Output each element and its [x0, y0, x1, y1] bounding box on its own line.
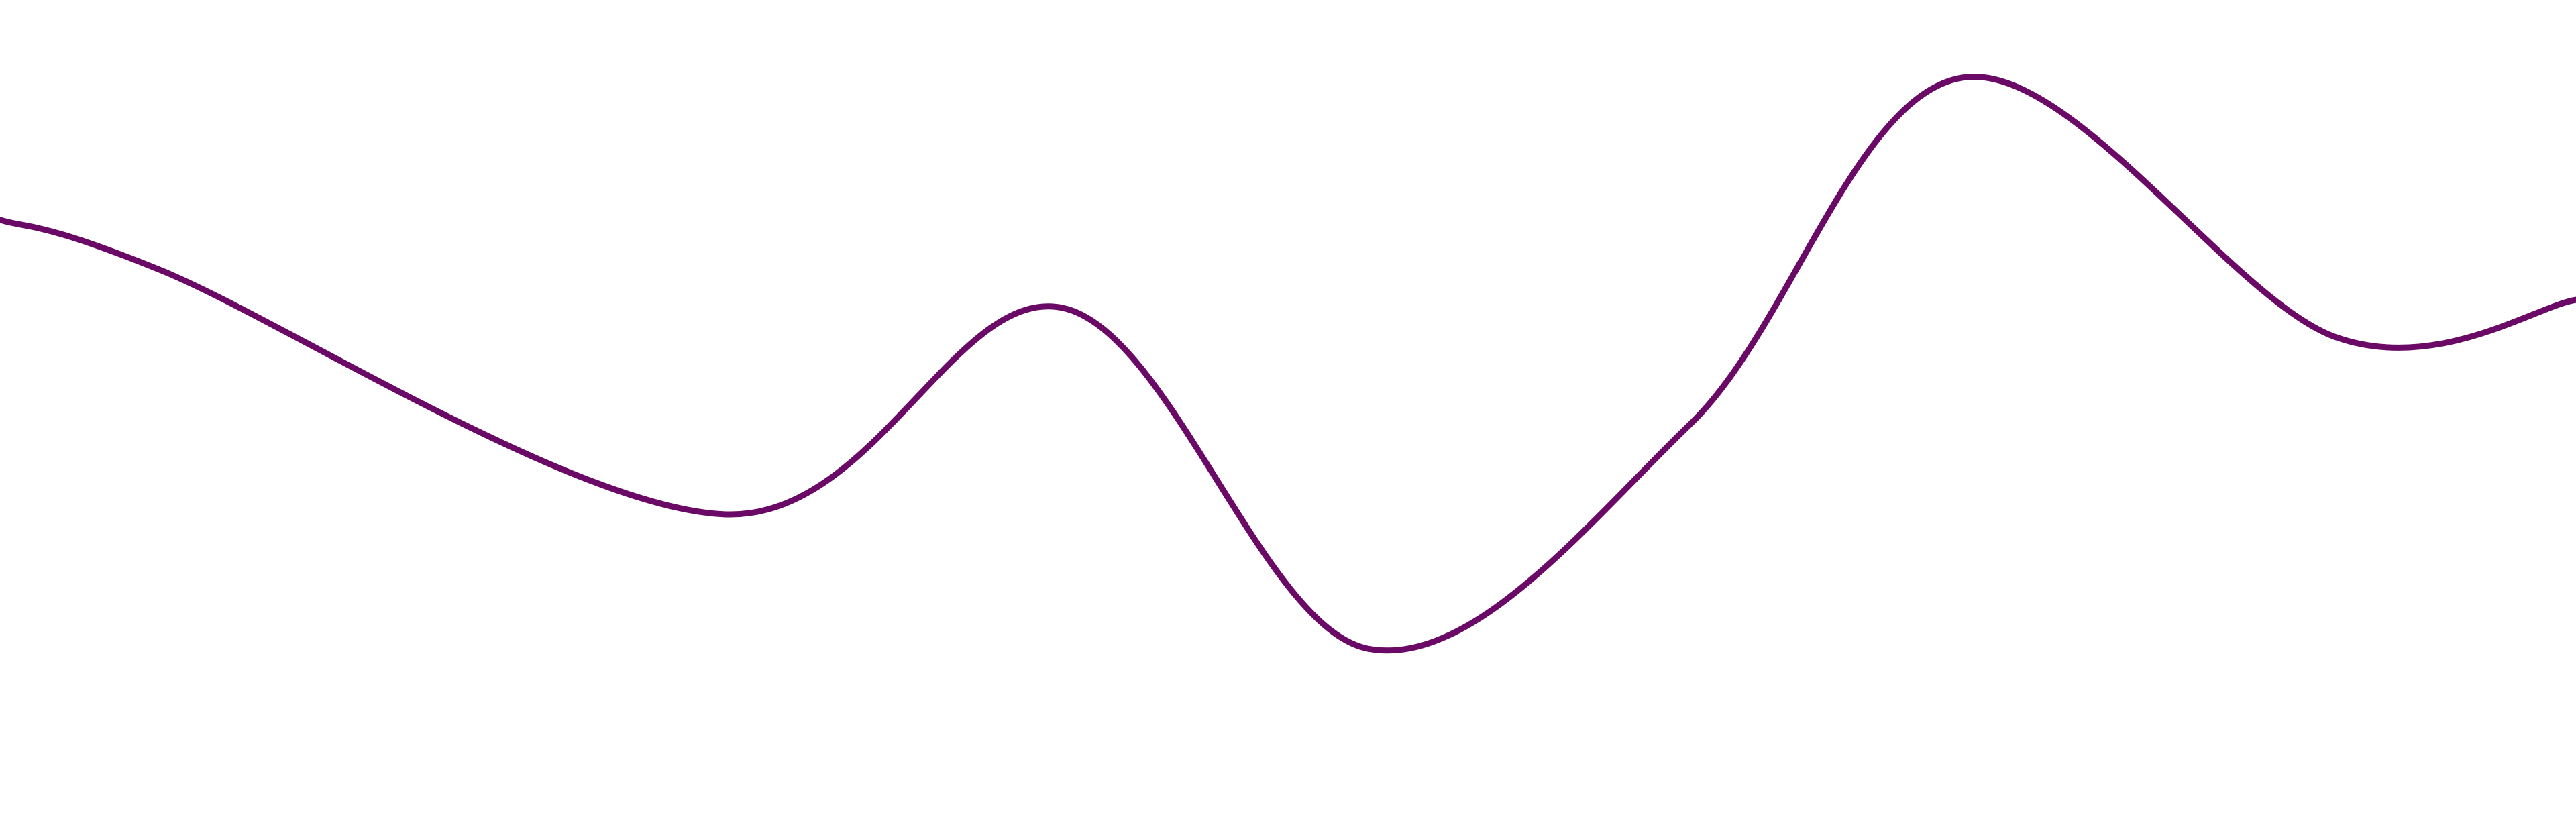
data-point-8	[2330, 333, 2339, 341]
data-point-6	[1686, 420, 1695, 428]
data-point-7	[1960, 73, 1968, 81]
series-line-1	[0, 74, 2576, 654]
data-point-4	[1059, 304, 1067, 312]
data-point-5	[1364, 645, 1373, 653]
data-point-2	[157, 266, 165, 274]
data-point-3	[720, 510, 729, 518]
series-layer	[0, 74, 2576, 654]
